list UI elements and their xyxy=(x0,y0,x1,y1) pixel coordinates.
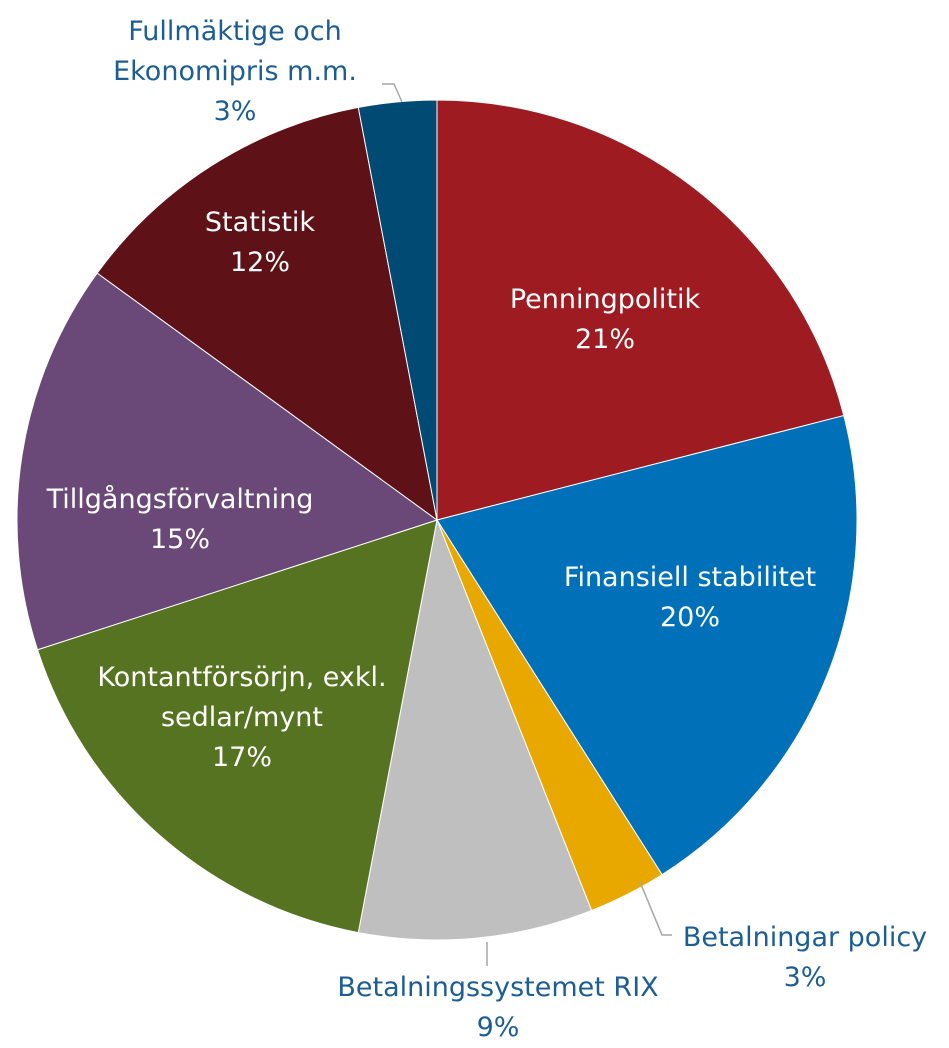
slice-label: Penningpolitik 21% xyxy=(455,280,755,360)
slice-label: Betalningssystemet RIX 9% xyxy=(288,968,708,1048)
value-label: 3% xyxy=(213,96,257,127)
leader-line xyxy=(382,83,403,103)
value-label: 15% xyxy=(149,524,210,555)
slice-label: Fullmäktige och Ekonomipris m.m. 3% xyxy=(100,12,370,132)
value-label: 12% xyxy=(229,247,290,278)
category-label: Betalningssystemet RIX xyxy=(337,972,659,1003)
pie-slice xyxy=(357,99,438,521)
value-label: 9% xyxy=(476,1012,520,1043)
pie-slice xyxy=(436,99,845,521)
value-label: 3% xyxy=(783,962,827,993)
category-label: Statistik xyxy=(204,207,316,238)
value-label: 20% xyxy=(659,602,720,633)
slice-label: Betalningar policy 3% xyxy=(655,918,949,998)
value-label: 21% xyxy=(574,324,635,355)
category-label: Betalningar policy xyxy=(682,922,928,953)
pie-slice xyxy=(16,272,439,651)
category-label: Fullmäktige och Ekonomipris m.m. xyxy=(113,16,357,87)
category-label: Kontantförsörjn, exkl. sedlar/mynt xyxy=(97,662,387,733)
slice-label: Statistik 12% xyxy=(160,203,360,283)
pie-slice xyxy=(96,106,438,522)
leader-line xyxy=(639,881,672,936)
slice-label: Finansiell stabilitet 20% xyxy=(530,558,850,638)
pie-slice xyxy=(36,519,438,934)
category-label: Finansiell stabilitet xyxy=(563,562,817,593)
category-label: Penningpolitik xyxy=(509,284,701,315)
slice-label: Tillgångsförvaltning 15% xyxy=(10,480,350,560)
value-label: 17% xyxy=(211,742,272,773)
slice-label: Kontantförsörjn, exkl. sedlar/mynt 17% xyxy=(62,658,422,778)
category-label: Tillgångsförvaltning xyxy=(46,484,314,515)
pie-slice xyxy=(357,518,593,941)
pie-slice xyxy=(436,414,858,876)
